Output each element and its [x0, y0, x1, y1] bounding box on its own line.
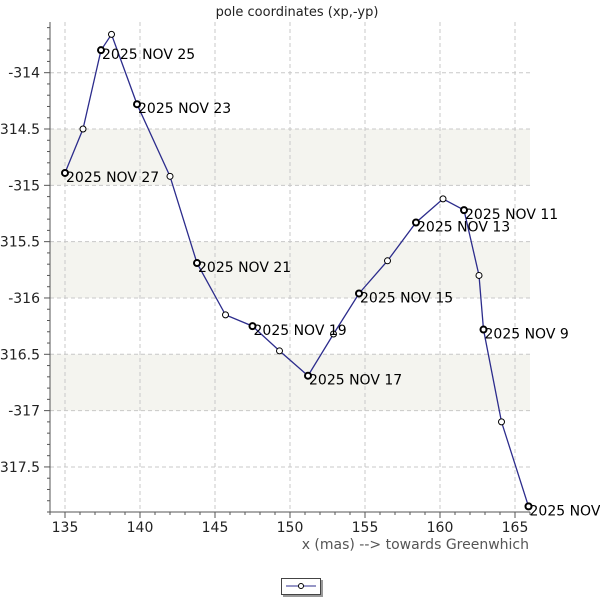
x-tick-label: 155 — [352, 520, 379, 536]
x-tick-label: 135 — [52, 520, 79, 536]
data-point — [133, 100, 141, 109]
x-tick-label: 140 — [127, 520, 154, 536]
x-ticks: 135 140 145 150 155 160 165 — [49, 512, 531, 536]
y-tick-label: -314.5 — [0, 122, 40, 138]
y-ticks: -314 -314.5 -315 -315.5 -316 -316.5 -317 -317.5 — [0, 27, 50, 513]
y-tick-label: -316 — [8, 291, 40, 307]
data-point — [460, 206, 468, 215]
y-tick-label: -317 — [8, 404, 40, 420]
data-point — [475, 271, 483, 279]
legend-swatch-icon — [286, 583, 316, 589]
x-tick-label: 160 — [427, 520, 454, 536]
data-point — [479, 325, 488, 334]
data-point — [498, 418, 505, 426]
series-layer — [61, 30, 533, 511]
data-point — [222, 311, 229, 319]
data-label: 2025 NOV — [530, 503, 600, 519]
data-point — [248, 322, 257, 331]
data-label: 2025 NOV 17 — [309, 373, 402, 389]
data-label: 2025 NOV 13 — [417, 220, 510, 236]
y-tick-label: -315 — [8, 178, 40, 194]
chart-title: pole coordinates (xp,-yp) — [216, 5, 379, 20]
y-tick-label: -315.5 — [0, 235, 40, 251]
data-label: 2025 NOV 9 — [485, 327, 569, 343]
data-label: 2025 NOV 11 — [465, 207, 558, 223]
data-point — [412, 218, 420, 227]
x-tick-label: 165 — [502, 520, 529, 536]
data-label: 2025 NOV 23 — [138, 101, 231, 117]
x-axis-label: x (mas) --> towards Greenwhich — [302, 537, 529, 553]
data-point — [304, 371, 312, 380]
y-tick-label: -316.5 — [0, 347, 40, 363]
y-tick-label: -314 — [8, 66, 40, 82]
data-point — [384, 257, 391, 265]
data-label: 2025 NOV 21 — [198, 260, 291, 276]
data-point — [79, 125, 87, 133]
data-point — [97, 46, 105, 55]
data-point — [108, 30, 115, 38]
data-label: 2025 NOV 25 — [102, 47, 195, 63]
grid-lines — [50, 22, 530, 512]
data-point — [61, 168, 69, 177]
data-label: 2025 NOV 15 — [360, 290, 453, 306]
data-label: 2025 NOV 19 — [254, 323, 347, 339]
data-point — [276, 347, 283, 355]
y-tick-label: -317.5 — [0, 460, 40, 476]
data-point — [524, 502, 533, 511]
x-tick-label: 150 — [277, 520, 304, 536]
data-point — [355, 289, 363, 298]
data-label: 2025 NOV 27 — [66, 170, 159, 186]
data-point — [439, 195, 447, 203]
data-point — [330, 330, 337, 338]
legend — [281, 578, 321, 595]
data-point — [193, 259, 201, 268]
data-point — [166, 172, 174, 180]
x-tick-label: 145 — [202, 520, 229, 536]
